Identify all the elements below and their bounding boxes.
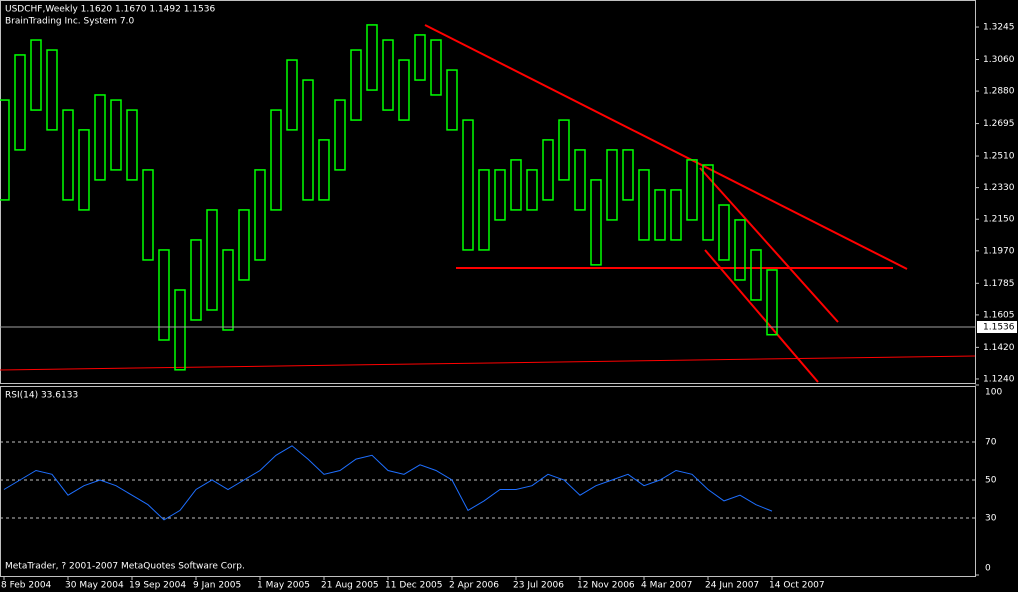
y-tick-label: 1.2880 — [983, 87, 1015, 97]
y-tick-label: 1.2510 — [983, 152, 1015, 162]
trendline — [704, 249, 819, 383]
price-bar — [222, 249, 234, 331]
x-tick-label: 19 Sep 2004 — [129, 581, 186, 591]
price-bar — [302, 79, 314, 201]
price-bar — [318, 139, 330, 201]
price-bar — [622, 149, 634, 201]
rsi-title: RSI(14) 33.6133 — [5, 391, 78, 401]
price-panel — [0, 0, 976, 384]
y-tick-label: 100 — [985, 388, 1002, 398]
x-tick-label: 30 May 2004 — [65, 581, 124, 591]
price-bar — [462, 119, 474, 251]
price-bar — [414, 34, 426, 81]
price-bar — [254, 169, 266, 261]
price-bar — [654, 189, 666, 241]
y-tick-label: 1.2330 — [983, 183, 1015, 193]
price-bar — [62, 109, 74, 201]
price-bar — [110, 99, 122, 171]
price-bar — [78, 129, 90, 211]
price-bar — [430, 39, 442, 96]
y-tick-label: 1.1970 — [983, 246, 1015, 256]
y-tick-label: 1.3060 — [983, 55, 1015, 65]
price-bar — [718, 204, 730, 261]
y-tick-label: 1.1785 — [983, 279, 1015, 289]
price-bar — [574, 149, 586, 211]
price-bar — [334, 99, 346, 171]
x-tick-label: 9 Jan 2005 — [193, 581, 241, 591]
price-bar — [270, 109, 282, 211]
price-bar — [542, 139, 554, 201]
x-tick-label: 4 Mar 2007 — [641, 581, 692, 591]
price-bar — [670, 189, 682, 241]
price-bar — [350, 49, 362, 121]
chart-title: USDCHF,Weekly 1.1620 1.1670 1.1492 1.153… — [5, 5, 215, 15]
price-bar — [286, 59, 298, 131]
indicator-name: BrainTrading Inc. System 7.0 — [5, 17, 135, 27]
price-bar — [158, 249, 170, 341]
y-tick-label: 30 — [985, 514, 997, 524]
x-tick-label: 14 Oct 2007 — [769, 581, 825, 591]
price-bar — [510, 159, 522, 211]
price-bar — [446, 69, 458, 131]
price-bar — [174, 289, 186, 371]
price-bar — [382, 39, 394, 111]
x-tick-label: 8 Feb 2004 — [1, 581, 52, 591]
trendline — [424, 24, 908, 270]
price-bar — [366, 24, 378, 91]
y-tick-label: 1.1605 — [983, 310, 1015, 320]
y-tick-label: 1.1420 — [983, 343, 1015, 353]
price-bar — [190, 239, 202, 321]
x-tick-label: 24 Jun 2007 — [705, 581, 759, 591]
copyright: MetaTrader, ? 2001-2007 MetaQuotes Softw… — [5, 562, 245, 572]
x-tick-label: 1 May 2005 — [257, 581, 310, 591]
price-bar — [526, 169, 538, 211]
price-bar — [142, 169, 154, 261]
y-tick-label: 1.3245 — [983, 23, 1015, 33]
price-bar — [606, 149, 618, 221]
price-bar — [398, 59, 410, 121]
price-bar — [478, 169, 490, 251]
price-bar — [734, 219, 746, 281]
price-bar — [750, 249, 762, 301]
price-bar — [638, 169, 650, 241]
rsi-line — [3, 445, 773, 521]
price-bar — [238, 209, 250, 281]
price-bar — [14, 54, 26, 151]
price-bar — [590, 179, 602, 266]
rsi-panel — [0, 386, 976, 577]
y-tick-label: 70 — [985, 438, 997, 448]
price-bar — [766, 269, 778, 336]
price-bar — [206, 209, 218, 311]
y-tick-label: 1.2695 — [983, 119, 1015, 129]
y-tick-label: 1.1240 — [983, 374, 1015, 384]
y-tick-label: 1.2150 — [983, 215, 1015, 225]
x-tick-label: 11 Dec 2005 — [385, 581, 443, 591]
x-tick-label: 23 Jul 2006 — [513, 581, 564, 591]
price-bar — [126, 109, 138, 181]
price-bar — [494, 169, 506, 221]
price-bar — [686, 159, 698, 221]
current-price-label: 1.1536 — [983, 323, 1015, 333]
y-tick-label: 50 — [985, 476, 997, 486]
long-support — [0, 355, 976, 371]
current-price-box — [977, 321, 1017, 334]
x-tick-label: 21 Aug 2005 — [321, 581, 379, 591]
trendline — [699, 167, 839, 323]
price-bar — [46, 49, 58, 131]
price-bar — [94, 94, 106, 181]
x-tick-label: 12 Nov 2006 — [577, 581, 635, 591]
y-tick-label: 0 — [985, 564, 991, 574]
price-bar — [0, 99, 10, 201]
price-bar — [558, 119, 570, 181]
price-bar — [30, 39, 42, 111]
trendlines — [0, 24, 976, 383]
price-bar — [702, 164, 714, 241]
x-tick-label: 2 Apr 2006 — [449, 581, 499, 591]
